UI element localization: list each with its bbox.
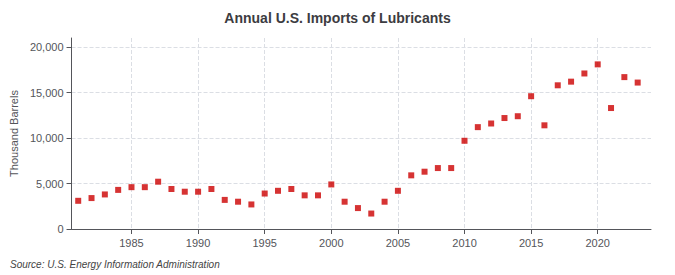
svg-text:10,000: 10,000 <box>30 132 64 144</box>
svg-text:1990: 1990 <box>186 237 210 249</box>
svg-text:15,000: 15,000 <box>30 87 64 99</box>
svg-text:2010: 2010 <box>452 237 476 249</box>
svg-text:2020: 2020 <box>585 237 609 249</box>
svg-text:2015: 2015 <box>519 237 543 249</box>
svg-text:1985: 1985 <box>119 237 143 249</box>
svg-text:1995: 1995 <box>252 237 276 249</box>
svg-text:Thousand Barrels: Thousand Barrels <box>8 90 20 177</box>
svg-text:Source: U.S. Energy Informatio: Source: U.S. Energy Information Administ… <box>10 259 220 270</box>
svg-text:20,000: 20,000 <box>30 41 64 53</box>
svg-text:5,000: 5,000 <box>36 178 64 190</box>
svg-text:2000: 2000 <box>319 237 343 249</box>
svg-text:2005: 2005 <box>386 237 410 249</box>
svg-text:Annual U.S. Imports of Lubrica: Annual U.S. Imports of Lubricants <box>224 10 451 26</box>
svg-text:0: 0 <box>57 223 63 235</box>
